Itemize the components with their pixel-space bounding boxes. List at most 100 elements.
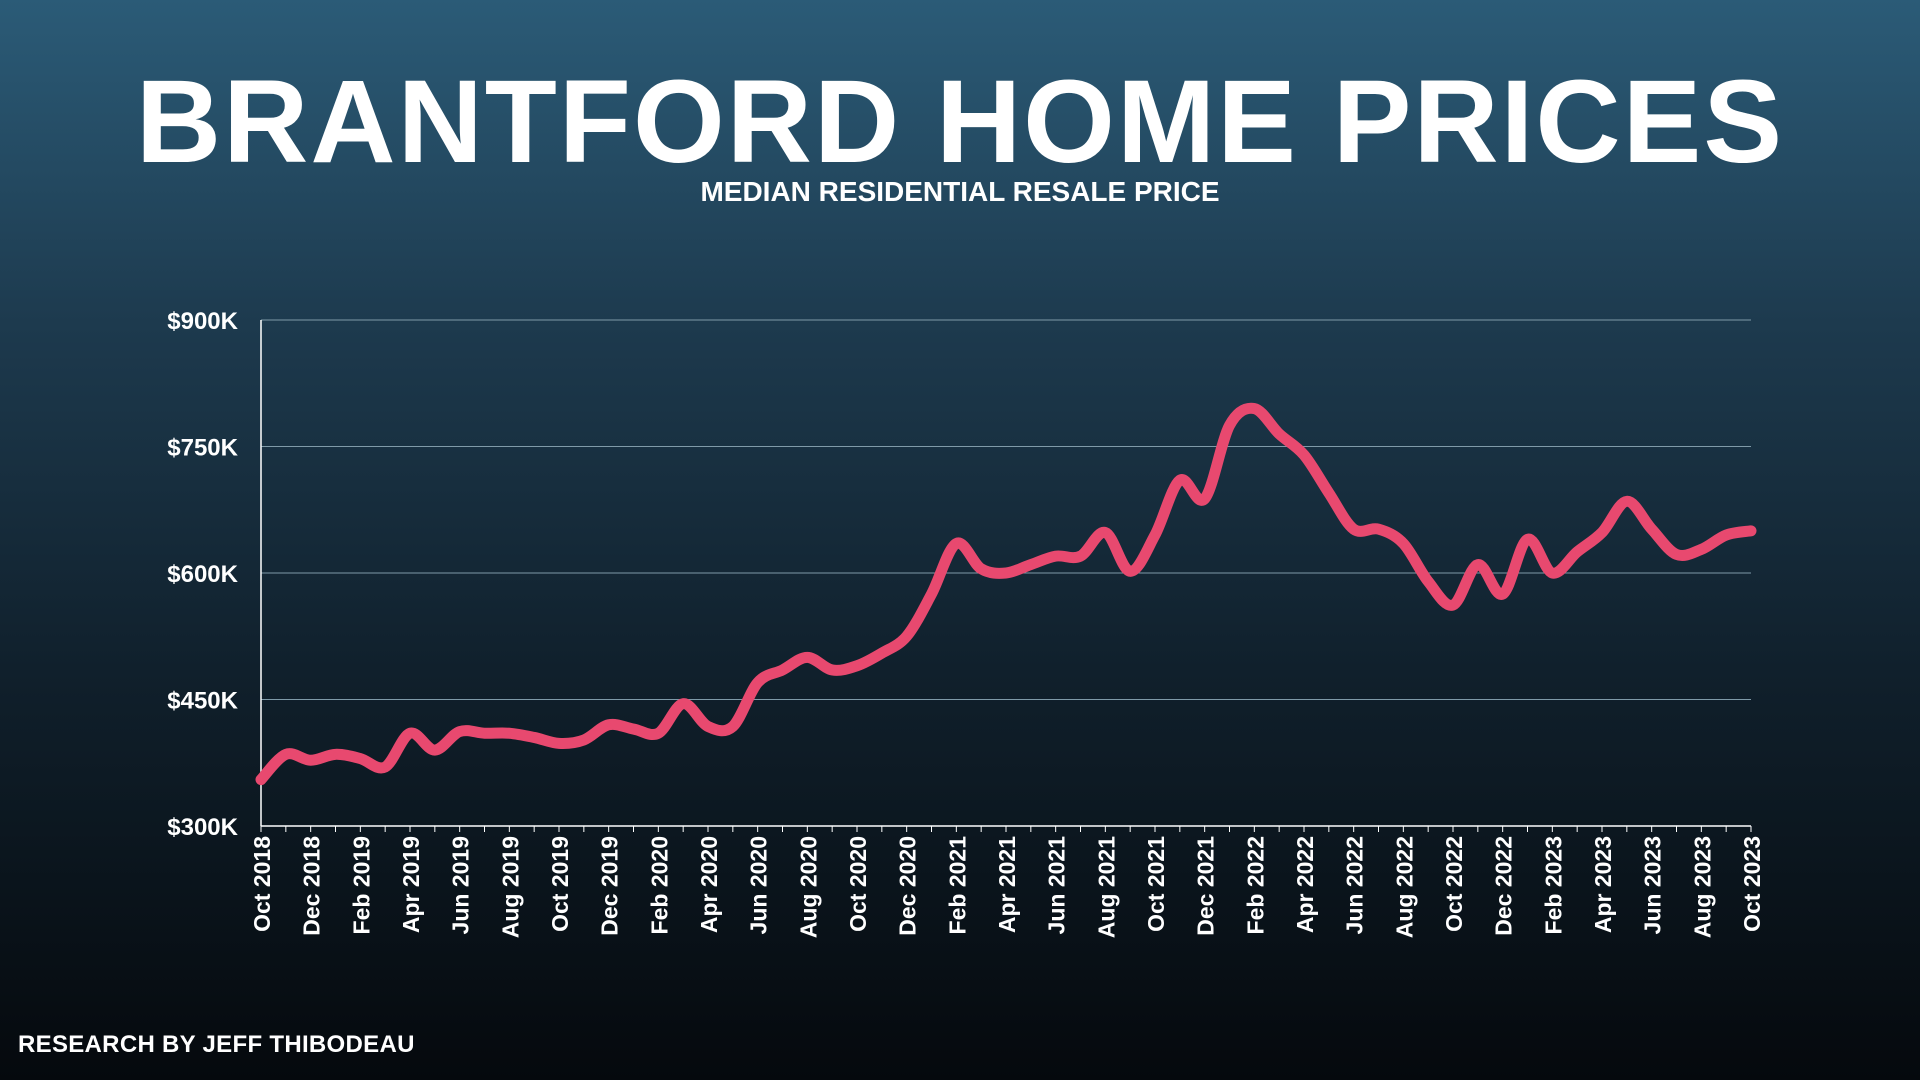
x-tick-label: Oct 2023 — [1739, 836, 1765, 932]
data-point — [1128, 569, 1133, 574]
y-tick-label: $450K — [167, 688, 238, 715]
data-point — [879, 651, 884, 656]
x-tick-label: Apr 2020 — [696, 836, 722, 933]
grid-lines — [261, 319, 1751, 700]
data-point — [1078, 554, 1083, 559]
x-tick-label: Jun 2019 — [448, 836, 474, 934]
data-point — [1004, 571, 1008, 575]
data-point — [1277, 431, 1282, 436]
data-point — [1749, 528, 1753, 533]
x-tick-label: Oct 2022 — [1441, 836, 1467, 932]
y-tick-label: $900K — [167, 308, 238, 335]
data-point — [1724, 533, 1729, 538]
data-point — [383, 764, 388, 769]
data-point — [656, 731, 661, 736]
data-point — [1177, 478, 1182, 483]
data-point — [606, 722, 611, 727]
x-tick-label: Dec 2019 — [597, 836, 623, 936]
data-point — [631, 727, 636, 732]
x-tick-label: Dec 2020 — [895, 836, 921, 936]
x-tick-label: Jun 2023 — [1640, 836, 1666, 934]
data-point — [1600, 530, 1604, 535]
data-point — [507, 731, 512, 736]
y-axis: $300K $450K $600K $750K $900K — [167, 308, 238, 841]
series-group — [255, 402, 1757, 786]
data-point — [1575, 549, 1580, 554]
x-tick-label: Oct 2021 — [1143, 836, 1169, 932]
x-tick-label: Apr 2022 — [1292, 836, 1318, 933]
x-tick-label: Feb 2019 — [348, 836, 374, 934]
data-point — [954, 541, 959, 546]
data-point — [1451, 603, 1455, 608]
chart-title: BRANTFORD HOME PRICES — [135, 56, 1785, 188]
x-axis: Oct 2018 Dec 2018 Feb 2019 Apr 2019 Jun 2019… — [249, 320, 1765, 938]
data-point — [308, 758, 313, 763]
data-point — [1624, 499, 1629, 504]
data-point — [1500, 592, 1505, 597]
data-point — [283, 752, 288, 757]
data-point — [482, 731, 487, 736]
data-point — [1227, 423, 1232, 428]
data-point — [259, 777, 263, 782]
y-tick-label: $750K — [167, 435, 238, 462]
data-point — [780, 667, 785, 672]
x-tick-label: Oct 2020 — [845, 836, 871, 932]
x-tick-label: Oct 2019 — [547, 836, 573, 932]
data-point — [1525, 537, 1530, 542]
x-tick-label: Apr 2021 — [994, 836, 1020, 933]
data-point — [1649, 527, 1654, 532]
x-tick-label: Dec 2022 — [1491, 836, 1517, 936]
data-point — [1302, 452, 1306, 457]
x-tick-label: Jun 2020 — [746, 836, 772, 934]
data-point — [1699, 547, 1704, 552]
y-tick-label: $300K — [167, 814, 238, 841]
data-point — [1153, 533, 1157, 538]
x-tick-label: Apr 2023 — [1590, 836, 1616, 933]
data-point — [979, 566, 984, 571]
y-tick-label: $600K — [167, 561, 238, 588]
x-tick-label: Jun 2022 — [1342, 836, 1368, 934]
data-point — [333, 752, 338, 757]
data-point — [532, 735, 537, 740]
data-point — [1376, 527, 1381, 532]
x-tick-label: Jun 2021 — [1044, 836, 1070, 935]
x-tick-label: Aug 2021 — [1093, 836, 1119, 938]
data-point — [730, 724, 735, 729]
x-tick-label: Aug 2020 — [795, 836, 821, 938]
data-point — [1326, 490, 1331, 495]
x-tick-label: Dec 2018 — [299, 836, 325, 936]
data-point — [1028, 562, 1033, 567]
data-point — [457, 729, 462, 734]
data-point — [358, 756, 363, 761]
data-point — [581, 737, 586, 742]
data-point — [1550, 571, 1555, 575]
x-tick-label: Feb 2021 — [944, 836, 970, 935]
data-point — [1103, 530, 1108, 535]
credit-text: RESEARCH BY JEFF THIBODEAU — [18, 1031, 415, 1058]
data-point — [1475, 562, 1480, 567]
data-point — [706, 724, 710, 729]
data-point — [1401, 541, 1406, 546]
x-tick-label: Feb 2020 — [646, 836, 672, 934]
data-point — [681, 701, 686, 706]
series-line-0 — [255, 402, 1757, 786]
x-tick-label: Feb 2022 — [1242, 836, 1268, 934]
data-point — [1202, 496, 1207, 501]
x-tick-label: Feb 2023 — [1540, 836, 1566, 934]
data-point — [755, 680, 760, 685]
x-tick-label: Oct 2018 — [249, 836, 275, 932]
data-point — [830, 667, 835, 672]
x-tick-label: Apr 2019 — [398, 836, 424, 933]
chart-subtitle: MEDIAN RESIDENTIAL RESALE PRICE — [700, 176, 1220, 207]
data-point — [1426, 579, 1431, 584]
data-point — [929, 592, 934, 597]
x-tick-label: Aug 2022 — [1391, 836, 1417, 938]
data-point — [855, 663, 859, 668]
data-point — [1351, 527, 1356, 532]
data-point — [1674, 552, 1679, 557]
data-point — [1252, 406, 1257, 411]
data-point — [432, 748, 437, 753]
data-point — [805, 655, 810, 660]
data-point — [557, 741, 561, 746]
